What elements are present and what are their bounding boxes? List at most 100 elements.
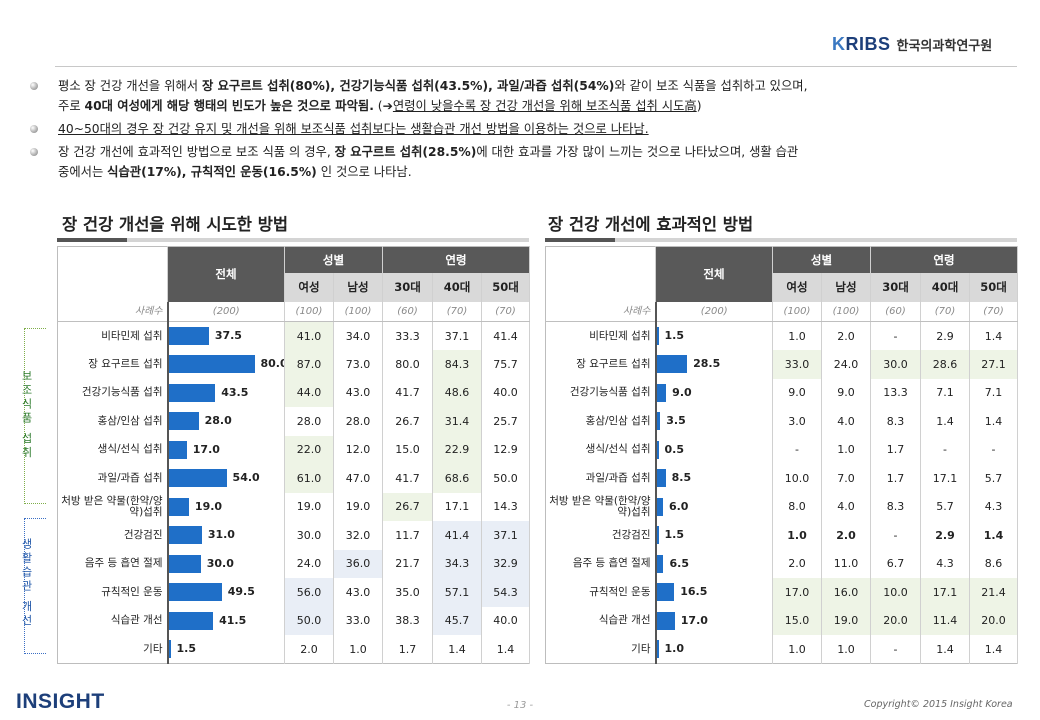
- row-category: 건강기능식품 섭취: [545, 378, 657, 407]
- total-bar-cell: 19.0: [167, 492, 285, 521]
- total-value: 6.5: [669, 556, 689, 570]
- subgroup-value: -: [920, 435, 971, 464]
- subgroup-value: 22.0: [284, 435, 334, 464]
- row-category: 과일/과즙 섭취: [57, 464, 169, 493]
- total-bar-cell: 1.5: [167, 635, 285, 664]
- total-bar: [656, 497, 663, 516]
- subgroup-value: 7.1: [920, 378, 971, 407]
- total-bar-cell: 9.0: [655, 378, 773, 407]
- right-data-table: 전체 성별 연령 여성 남성 30대 40대 50대 사례수 (200) (100) (100) (60…: [545, 246, 1019, 664]
- row-category: 홍삼/인삼 섭취: [57, 407, 169, 436]
- subgroup-value: 8.0: [772, 492, 822, 521]
- subgroup-value: 14.3: [481, 492, 531, 521]
- total-bar-cell: 30.0: [167, 549, 285, 578]
- supplement-group-label: 보조식품 섭취: [20, 370, 33, 461]
- header-corner: [57, 246, 168, 302]
- subgroup-value: 7.1: [969, 378, 1019, 407]
- header-divider: [55, 66, 1017, 67]
- total-bar: [656, 440, 659, 459]
- subgroup-value: 31.4: [432, 407, 483, 436]
- subgroup-value: 26.7: [382, 407, 434, 436]
- total-bar: [656, 469, 666, 487]
- subgroup-value: 20.0: [969, 606, 1019, 635]
- bullet-3: 장 건강 개선에 효과적인 방법으로 보조 식품 의 경우, 장 요구르트 섭취…: [30, 142, 1010, 182]
- subgroup-value: 43.0: [333, 578, 384, 607]
- total-bar: [168, 469, 227, 487]
- bullet-dot-icon: [30, 148, 38, 156]
- arrow-icon: ➔: [382, 99, 393, 113]
- total-bar: [656, 412, 661, 430]
- table-row: 규칙적인 운동 16.5 17.0 16.0 10.0 17.1 21.4: [545, 578, 1019, 607]
- total-bar: [656, 383, 667, 402]
- subgroup-value: 22.9: [432, 435, 483, 464]
- total-bar-cell: 1.0: [655, 635, 773, 664]
- subgroup-value: 1.4: [432, 635, 483, 664]
- row-category: 음주 등 흡연 절제: [545, 549, 657, 578]
- total-value: 1.5: [664, 528, 685, 541]
- total-value: 30.0: [206, 556, 234, 570]
- subgroup-value: 6.7: [870, 549, 922, 578]
- sample-n: (100): [821, 301, 872, 322]
- total-bar: [656, 327, 659, 345]
- right-panel-title: 장 건강 개선에 효과적인 방법: [548, 215, 754, 234]
- total-value: 3.5: [666, 414, 686, 427]
- total-bar-cell: 37.5: [167, 321, 285, 350]
- copyright-text: Copyright© 2015 Insight Korea: [864, 699, 1013, 710]
- subgroup-value: 73.0: [333, 350, 384, 379]
- total-bar: [656, 583, 675, 601]
- header-sub-0: 여성: [284, 272, 334, 302]
- table-row: 처방 받은 약물(한약/양약)섭취 6.0 8.0 4.0 8.3 5.7 4.3: [545, 492, 1019, 521]
- sample-total: (200): [167, 301, 285, 322]
- total-bar-cell: 6.5: [655, 549, 773, 578]
- subgroup-value: 17.0: [772, 578, 822, 607]
- subgroup-value: 19.0: [821, 606, 872, 635]
- subgroup-value: 8.3: [870, 492, 922, 521]
- table-row: 식습관 개선 41.5 50.0 33.0 38.3 45.7 40.0: [57, 606, 531, 635]
- row-category: 생식/선식 섭취: [57, 435, 169, 464]
- sample-n: (100): [772, 301, 822, 322]
- subgroup-value: 40.0: [481, 606, 531, 635]
- subgroup-value: 28.0: [333, 407, 384, 436]
- subgroup-value: 19.0: [284, 492, 334, 521]
- subgroup-value: -: [870, 521, 922, 550]
- total-bar: [168, 497, 189, 516]
- total-value: 1.0: [664, 642, 685, 655]
- bullet-1-line-1: 평소 장 건강 개선을 위해서 장 요구르트 섭취(80%), 건강기능식품 섭…: [58, 79, 808, 93]
- subgroup-value: 34.3: [432, 549, 483, 578]
- subgroup-value: 37.1: [481, 521, 531, 550]
- subgroup-value: 21.7: [382, 549, 434, 578]
- subgroup-value: 4.0: [821, 407, 872, 436]
- sample-n: (100): [333, 301, 384, 322]
- total-bar: [168, 554, 201, 573]
- row-category: 식습관 개선: [57, 606, 169, 635]
- header-sub-1: 남성: [333, 272, 384, 302]
- subgroup-value: 43.0: [333, 378, 384, 407]
- header-total: 전체: [167, 246, 285, 302]
- table-row: 처방 받은 약물(한약/양약)섭취 19.0 19.0 19.0 26.7 17.1 14.…: [57, 492, 531, 521]
- sample-n: (70): [969, 301, 1019, 322]
- total-value: 28.0: [204, 414, 232, 427]
- subgroup-value: 33.0: [772, 350, 822, 379]
- bullet-dot-icon: [30, 125, 38, 133]
- table-row: 건강기능식품 섭취 9.0 9.0 9.0 13.3 7.1 7.1: [545, 378, 1019, 407]
- subgroup-value: 40.0: [481, 378, 531, 407]
- row-category: 건강검진: [545, 521, 657, 550]
- sample-n: (60): [382, 301, 434, 322]
- subgroup-value: -: [969, 435, 1019, 464]
- total-bar: [168, 526, 202, 544]
- subgroup-value: 1.4: [969, 321, 1019, 350]
- subgroup-value: 30.0: [284, 521, 334, 550]
- bullet-3-line-2: 중에서는 식습관(17%), 규칙적인 운동(16.5%) 인 것으로 나타남.: [58, 165, 412, 179]
- total-bar: [168, 583, 222, 601]
- summary-bullets: 평소 장 건강 개선을 위해서 장 요구르트 섭취(80%), 건강기능식품 섭…: [30, 76, 1010, 185]
- total-value: 80.0: [260, 357, 284, 370]
- total-bar: [168, 412, 199, 430]
- total-value: 0.5: [664, 442, 685, 456]
- row-category: 처방 받은 약물(한약/양약)섭취: [57, 492, 169, 521]
- header-sub-4: 50대: [969, 272, 1019, 302]
- subgroup-value: 32.9: [481, 549, 531, 578]
- subgroup-value: 13.3: [870, 378, 922, 407]
- left-data-table: 전체 성별 연령 여성 남성 30대 40대 50대 사례수 (200) (100) (100) (60…: [57, 246, 531, 664]
- total-value: 28.5: [693, 357, 721, 370]
